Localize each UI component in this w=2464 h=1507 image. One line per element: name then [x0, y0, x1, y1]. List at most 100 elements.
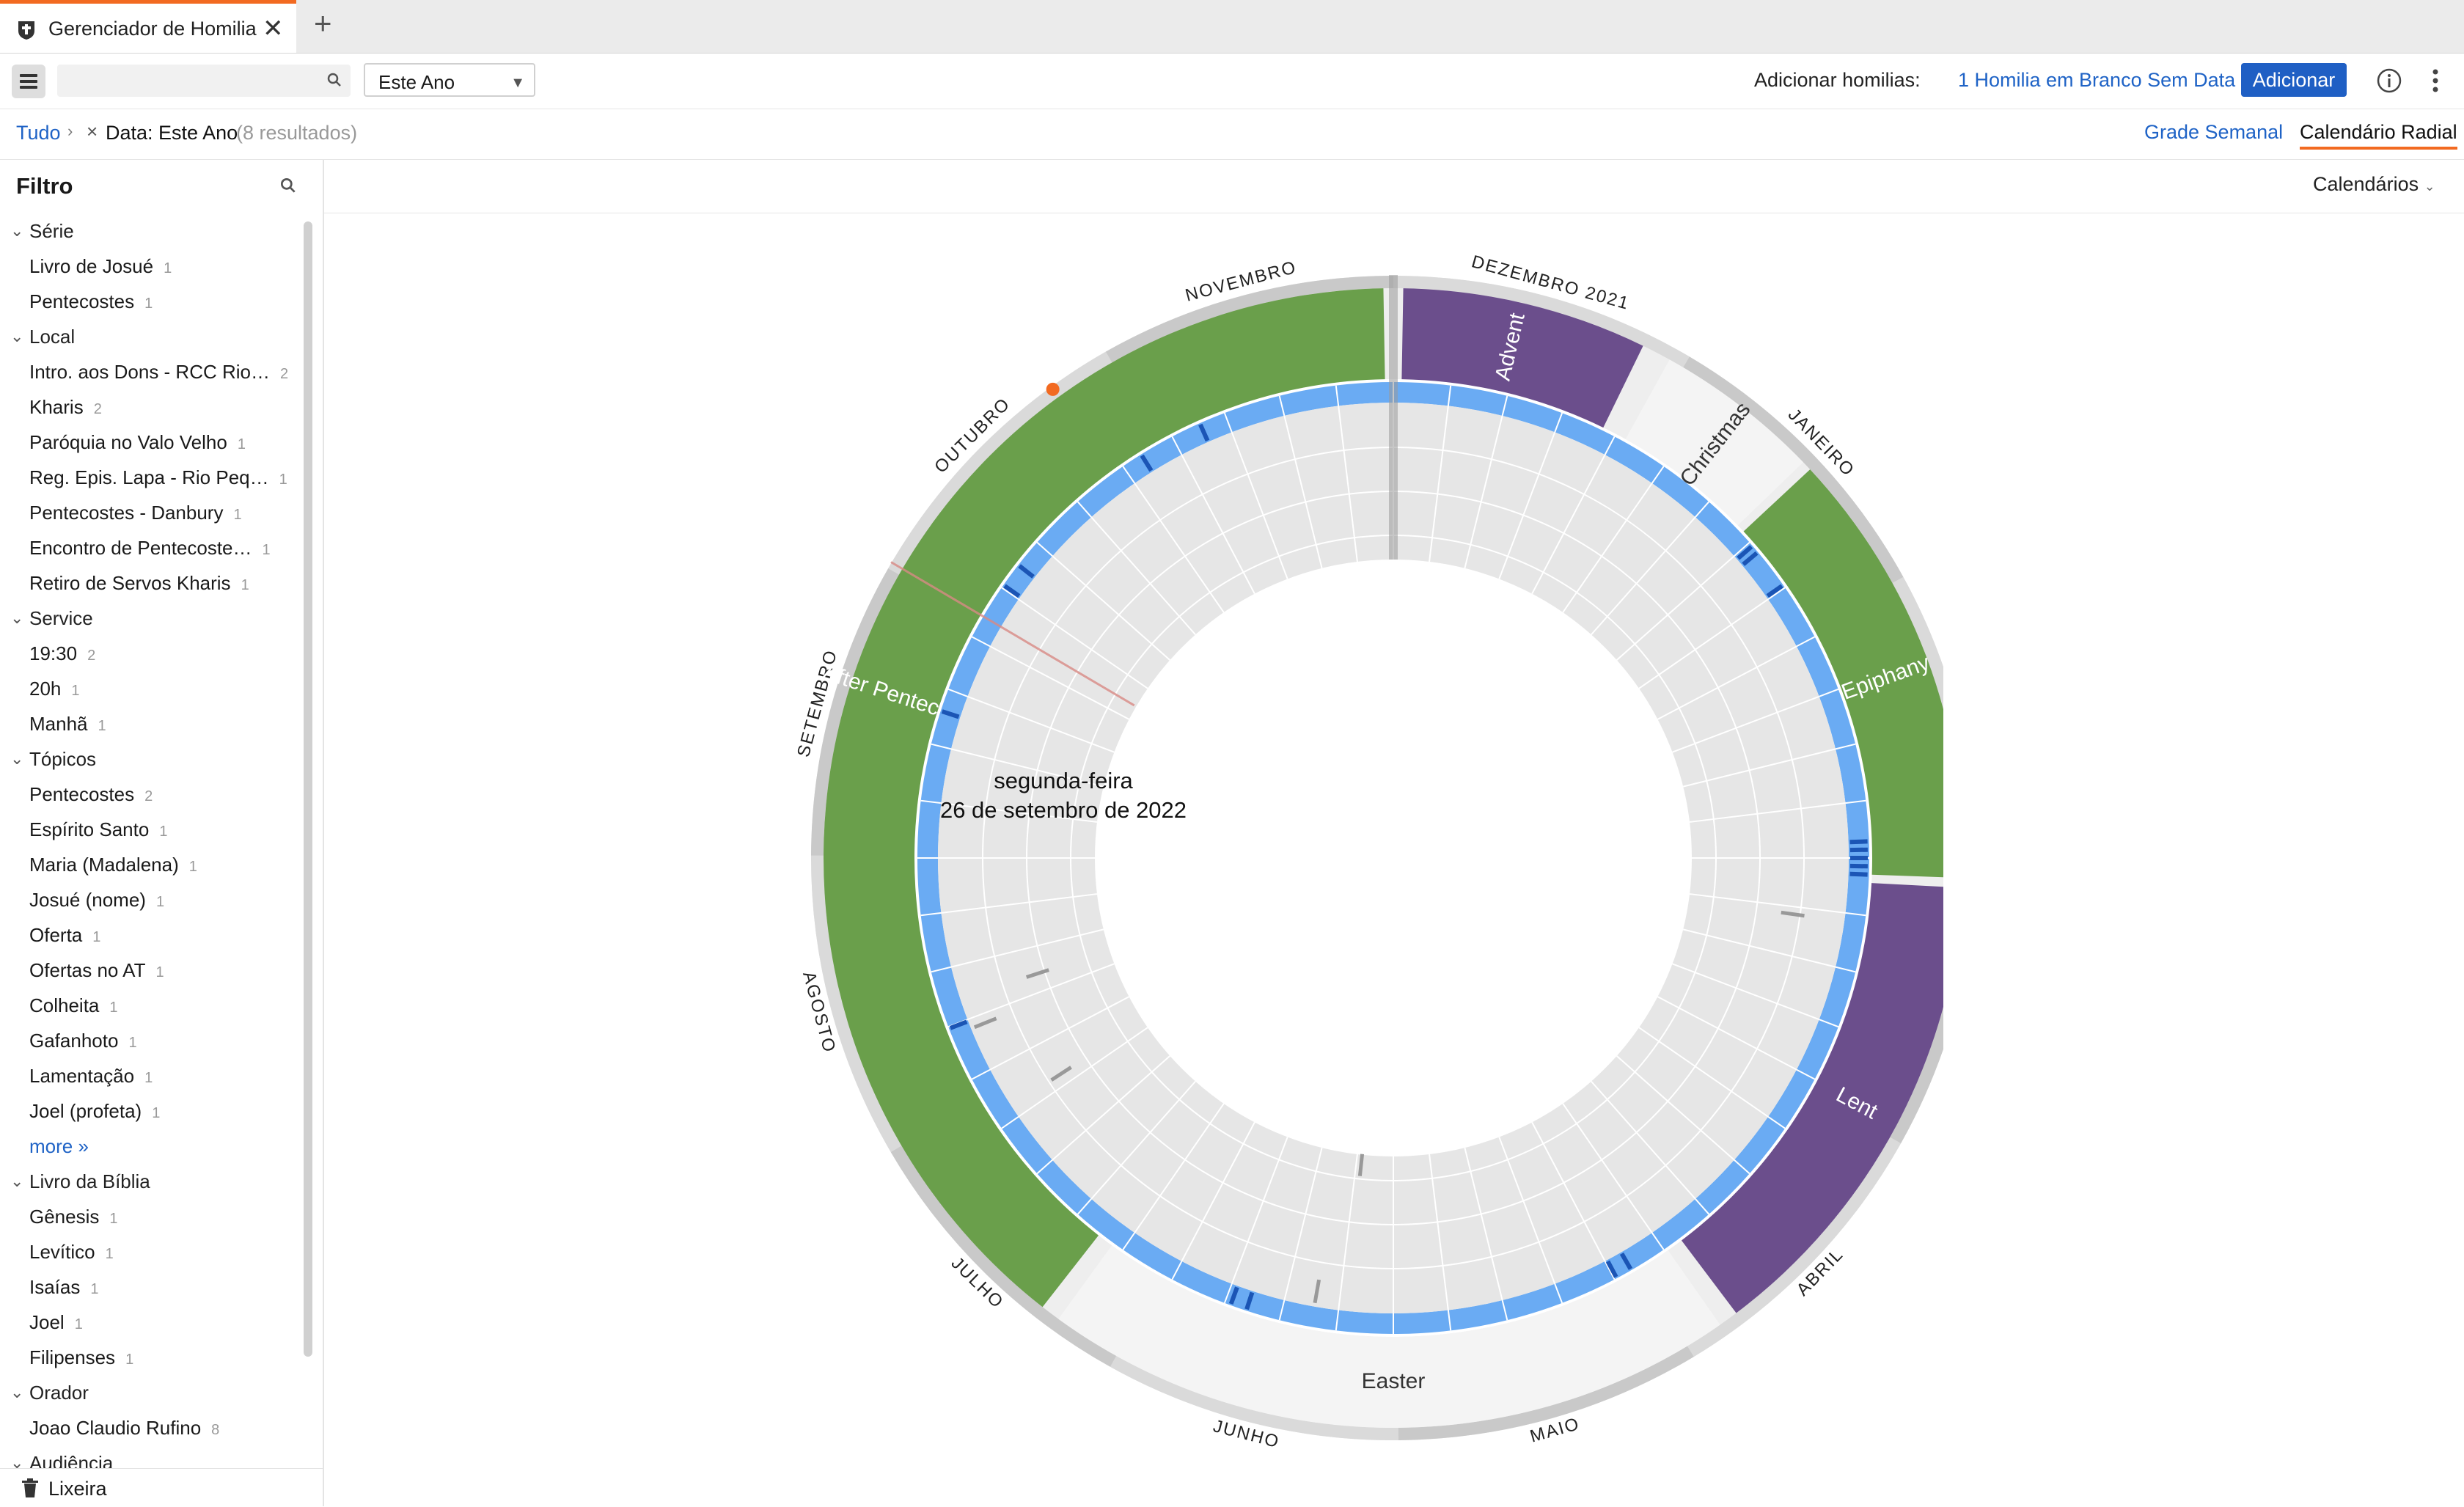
filter-group-header[interactable]: ⌄ Local — [0, 326, 293, 355]
homily-marker — [1850, 841, 1868, 842]
calendars-dropdown[interactable]: Calendários ⌄ — [2313, 173, 2435, 196]
chevron-right-icon: › — [67, 122, 73, 141]
filter-group-label: Service — [29, 607, 93, 630]
filter-group-header[interactable]: ⌄Tópicos — [0, 748, 293, 777]
blank-homily-link[interactable]: 1 Homilia em Branco Sem Data — [1958, 69, 2235, 92]
filter-item-count: 1 — [241, 577, 249, 593]
remove-filter-icon[interactable]: × — [87, 120, 98, 143]
hamburger-menu-icon[interactable] — [12, 65, 45, 98]
filter-item[interactable]: Josué (nome)1 — [0, 889, 293, 918]
active-tab[interactable]: Gerenciador de Homilia ✕ — [0, 0, 296, 53]
trash-icon — [21, 1478, 40, 1498]
filter-item-count: 1 — [189, 859, 197, 875]
filter-group-header[interactable]: ⌄Service — [0, 607, 293, 637]
year-start-divider — [1389, 275, 1398, 560]
filter-item[interactable]: Joel (profeta)1 — [0, 1100, 293, 1129]
event-dot-icon — [1046, 383, 1060, 396]
sidebar-scrollbar[interactable] — [304, 221, 312, 1357]
filter-item-count: 1 — [71, 683, 79, 699]
new-tab-icon[interactable]: + — [314, 6, 332, 41]
date-range-select[interactable]: Este Ano ▼ — [364, 63, 535, 97]
view-week-grid[interactable]: Grade Semanal — [2144, 121, 2283, 144]
filter-item-label: Intro. aos Dons - RCC Rio…2 — [29, 361, 288, 384]
filter-item-label: Josué (nome)1 — [29, 889, 164, 912]
chevron-down-icon: ⌄ — [10, 221, 23, 241]
app-favicon-icon — [16, 20, 37, 40]
trash-link[interactable]: Lixeira — [0, 1468, 323, 1507]
breadcrumb: Tudo › × Data: Este Ano (8 resultados) G… — [0, 109, 2464, 160]
more-options-icon[interactable] — [2424, 66, 2446, 95]
filter-group-header[interactable]: ⌄Livro da Bíblia — [0, 1170, 293, 1200]
view-radial-calendar[interactable]: Calendário Radial — [2300, 121, 2457, 150]
filter-item[interactable]: Reg. Epis. Lapa - Rio Peq…1 — [0, 466, 293, 496]
center-day-label: segunda-feira — [733, 768, 1393, 794]
radial-calendar[interactable]: DEZEMBRO 2021JANEIROFEVEREIROMARÇOABRILM… — [770, 249, 1943, 1452]
close-tab-icon[interactable]: ✕ — [263, 14, 284, 43]
filter-group-header[interactable]: ⌄Série — [0, 220, 293, 249]
filter-item-count: 1 — [109, 1000, 117, 1016]
filter-item[interactable]: Intro. aos Dons - RCC Rio…2 — [0, 361, 293, 390]
filter-item-count: 1 — [98, 718, 106, 734]
add-button[interactable]: Adicionar — [2241, 63, 2347, 97]
filter-item-count: 1 — [238, 436, 246, 452]
search-input[interactable] — [57, 65, 351, 97]
result-count: (8 resultados) — [236, 122, 357, 144]
filter-item-count: 1 — [155, 964, 164, 980]
chevron-down-icon: ⌄ — [2424, 179, 2435, 194]
trash-label: Lixeira — [48, 1478, 107, 1500]
date-range-value: Este Ano — [378, 71, 455, 94]
info-icon[interactable] — [2376, 67, 2402, 94]
filter-group-header[interactable]: ⌄Orador — [0, 1382, 293, 1411]
filter-item-count: 1 — [144, 1070, 153, 1086]
season-label: Easter — [1362, 1369, 1426, 1393]
day-mark — [1360, 1153, 1362, 1176]
more-link[interactable]: more » — [0, 1135, 293, 1165]
breadcrumb-all[interactable]: Tudo — [16, 122, 61, 144]
filter-item-count: 1 — [159, 824, 167, 840]
filter-group-label: Local — [29, 326, 75, 348]
filter-item-count: 1 — [263, 542, 271, 558]
filter-item[interactable]: Encontro de Pentecoste…1 — [0, 537, 293, 566]
chevron-down-icon: ⌄ — [10, 749, 23, 769]
chevron-down-icon: ⌄ — [10, 327, 23, 346]
filter-search-icon[interactable] — [279, 176, 298, 195]
filter-item[interactable]: Maria (Madalena)1 — [0, 854, 293, 883]
filter-item-label: Joel (profeta)1 — [29, 1100, 160, 1123]
filter-item-count: 1 — [90, 1281, 98, 1297]
filter-item-count: 2 — [87, 648, 95, 664]
